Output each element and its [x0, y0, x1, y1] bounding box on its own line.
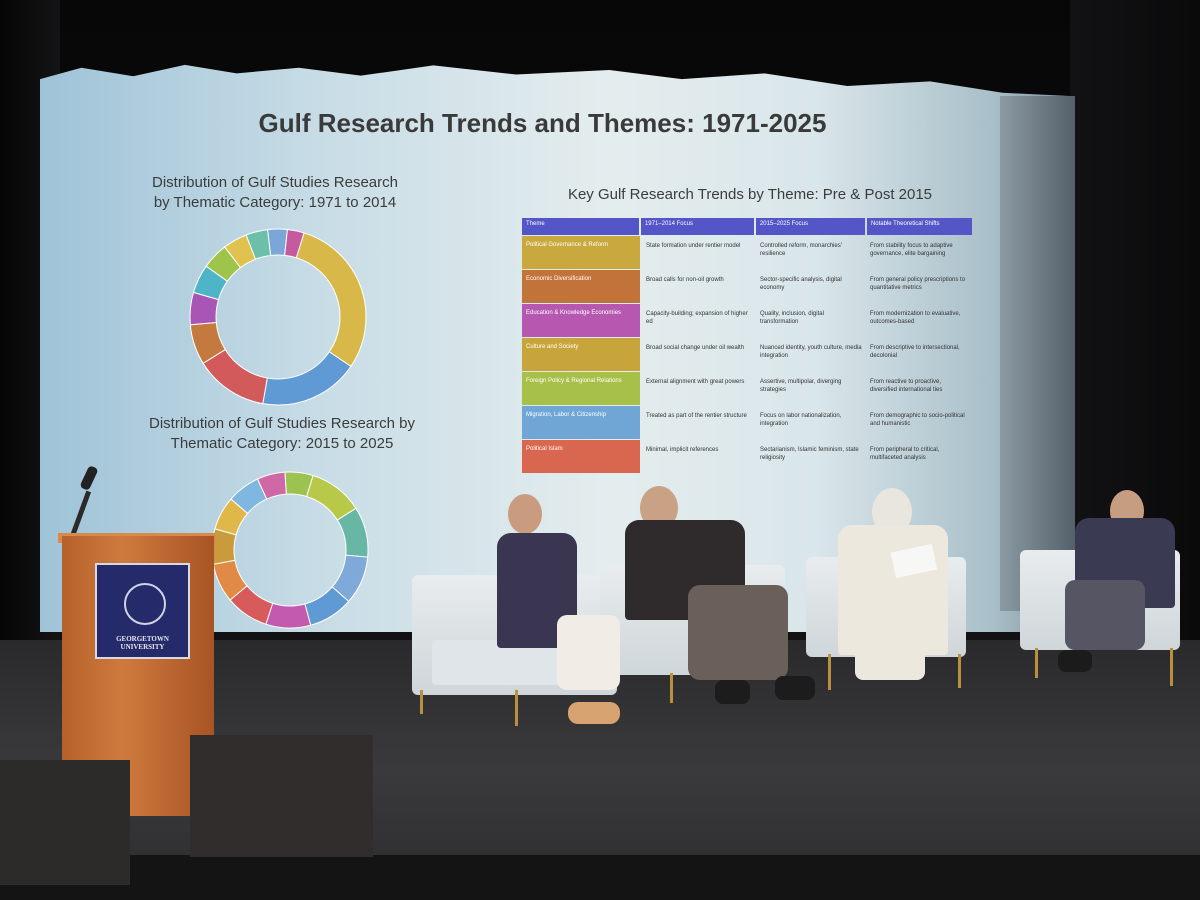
slide-title: Gulf Research Trends and Themes: 1971-20… [258, 108, 827, 138]
chair-leg [515, 690, 518, 726]
panelist-1-head [508, 494, 542, 534]
header-post: 2015–2025 Focus [755, 218, 865, 235]
focus-post-cell: Quality, inclusion, digital transformati… [760, 311, 824, 325]
table-row: Economic Diversification Broad calls for … [522, 270, 974, 303]
shift-cell: From modernization to evaluative, outcom… [870, 311, 961, 325]
focus-pre-cell: Treated as part of the rentier structure [646, 413, 747, 419]
donut-chart-2015-2025 [211, 471, 369, 629]
focus-pre-cell: Minimal, implicit references [646, 447, 719, 453]
chair-leg [420, 690, 423, 714]
donut-slice [295, 232, 367, 368]
theme-cell: Foreign Policy & Regional Relations [522, 372, 640, 405]
donut-slice [284, 228, 305, 259]
panelist-1-trousers [557, 615, 620, 690]
focus-pre-cell: Capacity-building; expansion of higher e… [646, 311, 748, 325]
trends-table: Theme 1971–2014 Focus 2015–2025 Focus No… [522, 218, 974, 473]
table-title: Key Gulf Research Trends by Theme: Pre &… [567, 186, 933, 203]
panelist-4-trousers [1065, 580, 1145, 650]
shift-cell: From peripheral to critical, multifacete… [870, 447, 940, 461]
chair-leg [828, 654, 831, 690]
panelist-2-shoe-left [715, 680, 750, 704]
table-row: Foreign Policy & Regional Relations Exter… [522, 372, 974, 405]
stage-edge [0, 855, 1200, 900]
panelist-4-shoes [1058, 650, 1092, 672]
focus-pre-cell: External alignment with great powers [646, 379, 745, 385]
shift-cell: From stability focus to adaptive governa… [870, 243, 953, 257]
table-body: Political Governance & Reform State forma… [522, 236, 974, 473]
table-header: Theme 1971–2014 Focus 2015–2025 Focus No… [522, 218, 974, 235]
chair-leg [670, 673, 673, 703]
donut-chart-1971-2014 [189, 228, 367, 406]
table-row: Political Islam Minimal, implicit referen… [522, 440, 974, 473]
focus-pre-cell: Broad calls for non-oil growth [646, 277, 724, 283]
chair-leg [958, 654, 961, 688]
focus-post-cell: Focus on labor nationalization, integrat… [760, 413, 842, 427]
panelist-2-trousers [688, 585, 788, 680]
header-pre: 1971–2014 Focus [640, 218, 754, 235]
screen-shadow [1000, 96, 1075, 611]
chart1-title: Distribution of Gulf Studies Research by… [152, 174, 398, 211]
focus-post-cell: Controlled reform, monarchies' resilienc… [760, 243, 842, 257]
panelist-3-skirt [855, 620, 925, 680]
shift-cell: From reactive to proactive, diversified … [870, 379, 943, 393]
header-theme: Theme [522, 218, 639, 235]
stage-box-left [0, 760, 130, 885]
stage-box-center [190, 735, 373, 857]
chair-leg [1170, 648, 1173, 686]
focus-pre-cell: Broad social change under oil wealth [646, 345, 745, 351]
donut-slice [267, 228, 288, 256]
donut-slice [265, 602, 312, 629]
theme-cell: Migration, Labor & Citizenship [522, 406, 640, 439]
theme-cell: Political Governance & Reform [522, 236, 640, 269]
focus-post-cell: Sectarianism, Islamic feminism, state re… [760, 447, 859, 461]
header-shift: Notable Theoretical Shifts [866, 218, 972, 235]
theme-cell: Culture and Society [522, 338, 640, 371]
table-row: Migration, Labor & Citizenship Treated as… [522, 406, 974, 439]
seal-emblem [124, 583, 166, 625]
chart2-title: Distribution of Gulf Studies Research by… [149, 415, 415, 452]
panelist-1-shoes [568, 702, 620, 724]
shift-cell: From general policy prescriptions to qua… [870, 277, 966, 291]
shift-cell: From descriptive to intersectional, deco… [870, 345, 960, 359]
donut-slice [284, 471, 314, 498]
university-seal: GEORGETOWN UNIVERSITY [95, 563, 190, 659]
seal-text: GEORGETOWN UNIVERSITY [116, 635, 169, 651]
panelist-2-shoe-right [775, 676, 815, 700]
theme-cell: Political Islam [522, 440, 640, 473]
chair-leg [1035, 648, 1038, 678]
table-row: Political Governance & Reform State forma… [522, 236, 974, 269]
theme-cell: Education & Knowledge Economies [522, 304, 640, 337]
focus-post-cell: Sector-specific analysis, digital econom… [760, 277, 842, 291]
donut-slice [262, 351, 352, 406]
focus-pre-cell: State formation under rentier model [646, 243, 741, 249]
theme-cell: Economic Diversification [522, 270, 640, 303]
table-row: Education & Knowledge Economies Capacity-… [522, 304, 974, 337]
focus-post-cell: Assertive, multipolar, diverging strateg… [760, 379, 842, 393]
table-row: Culture and Society Broad social change u… [522, 338, 974, 371]
focus-post-cell: Nuanced identity, youth culture, media i… [760, 345, 862, 359]
shift-cell: From demographic to socio-political and … [870, 413, 965, 427]
